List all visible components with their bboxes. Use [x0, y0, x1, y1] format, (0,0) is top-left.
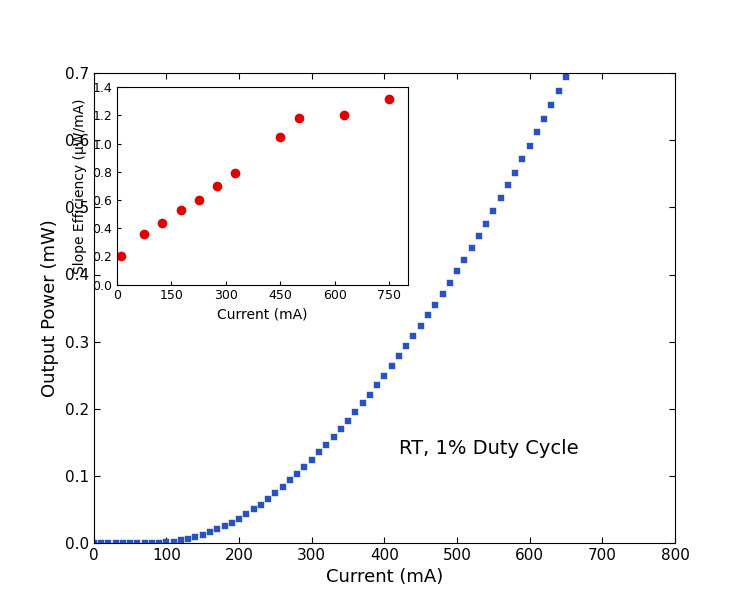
X-axis label: Current (mA): Current (mA) — [217, 308, 308, 322]
Y-axis label: Slope Efficiency (μW/mA): Slope Efficiency (μW/mA) — [73, 98, 86, 274]
X-axis label: Current (mA): Current (mA) — [326, 569, 443, 586]
Y-axis label: Output Power (mW): Output Power (mW) — [41, 219, 59, 397]
Text: RT, 1% Duty Cycle: RT, 1% Duty Cycle — [399, 439, 579, 459]
